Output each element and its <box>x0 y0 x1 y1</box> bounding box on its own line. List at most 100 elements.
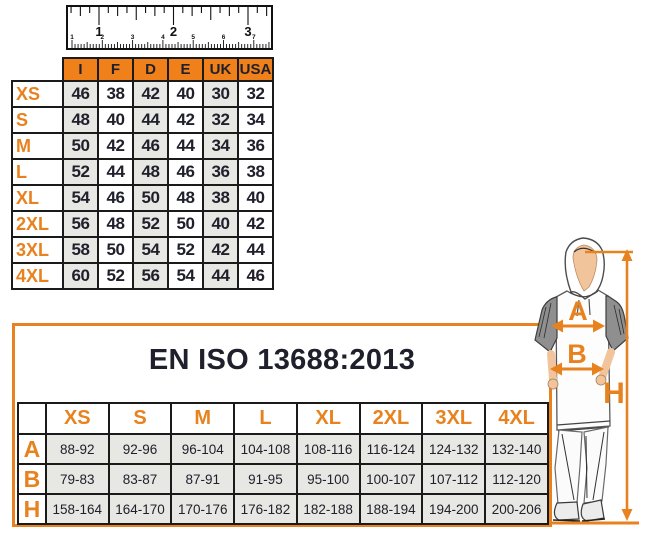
iso-range-cell: 182-188 <box>295 493 361 525</box>
sizes-corner-cell <box>12 58 63 81</box>
size-value-cell: 52 <box>132 210 169 238</box>
size-row: XL 54 46 50 48 38 40 <box>11 184 274 212</box>
iso-range-cell: 170-176 <box>170 493 236 525</box>
size-value-cell: 50 <box>97 236 134 264</box>
size-column-header: D <box>132 57 169 82</box>
size-value-cell: 48 <box>97 210 134 238</box>
size-value-cell: 52 <box>62 158 99 186</box>
iso-range-cell: 91-95 <box>233 463 298 495</box>
iso-column-header: 4XL <box>484 402 549 435</box>
size-value-cell: 48 <box>132 158 169 186</box>
size-column-header: USA <box>237 57 274 82</box>
iso-row-label: H <box>17 493 47 525</box>
iso-header-row: XS S M L XL 2XL 3XL 4XL <box>17 402 549 435</box>
size-row-label: XS <box>11 80 64 108</box>
height-arrow <box>552 249 639 525</box>
svg-text:2: 2 <box>100 34 104 41</box>
size-value-cell: 36 <box>237 132 274 160</box>
size-row: 3XL 58 50 54 52 42 44 <box>11 236 274 264</box>
svg-text:1: 1 <box>70 34 74 41</box>
drawstrings <box>576 298 591 317</box>
right-shoe <box>580 499 605 522</box>
ruler-inch-ticks <box>70 7 268 25</box>
left-forearm <box>547 350 557 383</box>
svg-text:5: 5 <box>191 34 195 41</box>
iso-range-cell: 116-124 <box>358 433 424 465</box>
size-column-header: F <box>97 57 134 82</box>
size-value-cell: 38 <box>202 184 239 212</box>
waist-label: B <box>567 339 587 369</box>
chest-label: A <box>568 296 588 326</box>
iso-standard-title: EN ISO 13688:2013 <box>148 344 416 376</box>
size-value-cell: 54 <box>62 184 99 212</box>
waist-width-arrow <box>550 362 604 376</box>
left-shoe <box>553 501 580 521</box>
iso-measurement-row: B 79-83 83-87 87-91 91-95 95-100 100-107 107-11… <box>17 463 549 495</box>
right-sleeve <box>605 295 629 352</box>
size-row-label: L <box>11 158 64 186</box>
size-value-cell: 34 <box>202 132 239 160</box>
size-value-cell: 44 <box>132 106 169 134</box>
svg-text:3: 3 <box>131 34 135 41</box>
size-row: L 52 44 48 46 36 38 <box>11 158 274 186</box>
size-value-cell: 46 <box>62 80 99 108</box>
iso-column-header: 2XL <box>358 402 424 435</box>
size-value-cell: 42 <box>202 236 239 264</box>
iso-range-cell: 188-194 <box>358 493 424 525</box>
iso-range-cell: 96-104 <box>170 433 236 465</box>
sizes-header-row: I F D E UK USA <box>12 57 274 82</box>
size-row: M 50 42 46 44 34 36 <box>11 132 274 160</box>
jeans-creases <box>561 431 605 501</box>
size-row: S 48 40 44 42 32 34 <box>11 106 274 134</box>
sleeve-sketch-lines <box>538 302 625 339</box>
size-value-cell: 40 <box>167 80 204 108</box>
iso-column-header: XS <box>44 402 110 435</box>
size-row: 2XL 56 48 52 50 40 42 <box>11 210 274 238</box>
iso-range-cell: 107-112 <box>421 463 487 495</box>
iso-range-cell: 79-83 <box>44 463 110 495</box>
face <box>572 244 598 292</box>
collar-line <box>569 290 599 298</box>
size-value-cell: 50 <box>62 132 99 160</box>
size-value-cell: 58 <box>62 236 99 264</box>
svg-text:1: 1 <box>95 24 102 39</box>
size-value-cell: 42 <box>237 210 274 238</box>
svg-text:7: 7 <box>252 34 256 41</box>
iso-corner-cell <box>17 402 47 435</box>
size-row: XS 46 38 42 40 30 32 <box>11 80 274 108</box>
size-value-cell: 32 <box>237 80 274 108</box>
size-value-cell: 40 <box>202 210 239 238</box>
iso-range-cell: 158-164 <box>44 493 110 525</box>
right-forearm <box>599 348 615 379</box>
size-value-cell: 54 <box>132 236 169 264</box>
size-row-label: 2XL <box>11 210 64 238</box>
size-value-cell: 48 <box>62 106 99 134</box>
size-value-cell: 36 <box>202 158 239 186</box>
iso-range-cell: 194-200 <box>421 493 487 525</box>
size-value-cell: 44 <box>237 236 274 264</box>
ruler-cm-ticks <box>71 40 270 48</box>
iso-column-header: XL <box>295 402 361 435</box>
iso-row-label: B <box>17 463 47 495</box>
size-value-cell: 44 <box>167 132 204 160</box>
size-value-cell: 40 <box>97 106 134 134</box>
shoe-soles <box>552 518 606 522</box>
size-value-cell: 46 <box>237 262 274 290</box>
size-value-cell: 42 <box>132 80 169 108</box>
iso-range-cell: 176-182 <box>233 493 298 525</box>
size-value-cell: 56 <box>62 210 99 238</box>
iso-row-label: A <box>17 433 47 465</box>
size-value-cell: 48 <box>167 184 204 212</box>
iso-range-cell: 92-96 <box>107 433 173 465</box>
iso-measurement-row: A 88-92 92-96 96-104 104-108 108-116 116-124 12… <box>17 433 549 465</box>
size-value-cell: 30 <box>202 80 239 108</box>
iso-standard-panel: EN ISO 13688:2013 XS S M L XL 2XL 3XL 4XL A 88-9… <box>12 323 552 527</box>
svg-text:2: 2 <box>170 24 177 39</box>
size-column-header: I <box>62 57 99 82</box>
iso-column-header: M <box>170 402 236 435</box>
size-value-cell: 42 <box>97 132 134 160</box>
iso-column-header: S <box>107 402 173 435</box>
iso-range-cell: 104-108 <box>233 433 298 465</box>
